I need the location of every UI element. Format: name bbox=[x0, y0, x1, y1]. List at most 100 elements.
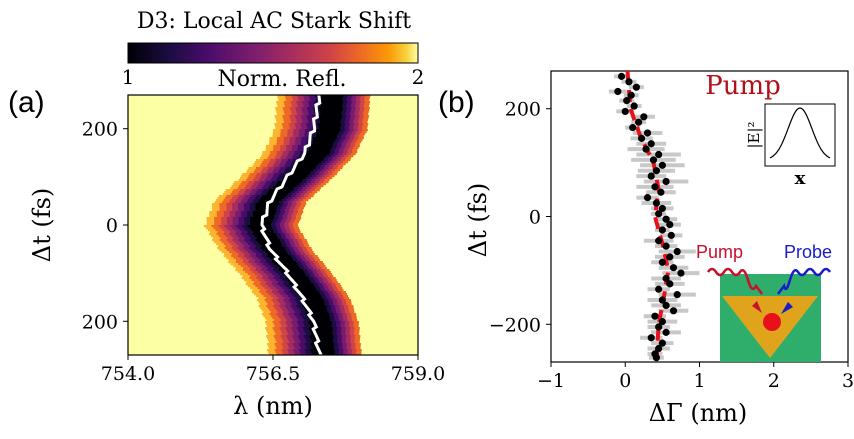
data-point bbox=[662, 301, 670, 310]
data-point bbox=[677, 269, 685, 277]
heatmap-band bbox=[309, 335, 334, 338]
heatmap-band bbox=[317, 123, 342, 126]
heatmap-band bbox=[272, 259, 294, 262]
inset-title: Pump bbox=[705, 71, 781, 101]
heatmap-band bbox=[304, 155, 327, 158]
heatmap-band bbox=[310, 337, 334, 340]
heatmap-band bbox=[289, 171, 311, 174]
heatmap-band bbox=[312, 347, 334, 350]
heatmap-band bbox=[285, 173, 310, 176]
heatmap-band bbox=[284, 175, 308, 178]
heatmap-band bbox=[318, 117, 342, 120]
heatmap-band bbox=[308, 321, 332, 324]
data-point bbox=[647, 334, 655, 342]
heatmap-band bbox=[293, 287, 316, 290]
heatmap-band bbox=[309, 145, 333, 148]
colorbar-label: Norm. Refl. bbox=[217, 67, 346, 92]
x-tick-label: 2 bbox=[768, 370, 780, 392]
colorbar-gradient bbox=[127, 42, 419, 64]
panel-a-ylabel: Δt (fs) bbox=[28, 188, 56, 263]
heatmap-band bbox=[287, 279, 310, 282]
data-point bbox=[643, 194, 652, 202]
heatmap-band bbox=[299, 295, 322, 298]
heatmap-band bbox=[252, 211, 277, 214]
data-point bbox=[652, 167, 661, 175]
data-point bbox=[621, 107, 629, 116]
heatmap-band bbox=[249, 227, 273, 230]
panel-a-label: (a) bbox=[8, 86, 45, 119]
data-point bbox=[655, 150, 663, 159]
data-point bbox=[658, 296, 666, 304]
data-point bbox=[666, 253, 674, 261]
heatmap-band bbox=[316, 133, 339, 136]
inset-gaussian-curve bbox=[769, 107, 831, 159]
heatmap-band bbox=[306, 315, 330, 318]
heatmap-band bbox=[297, 293, 321, 296]
heatmap-band bbox=[267, 253, 288, 256]
heatmap-band bbox=[306, 151, 331, 154]
y-tick-label: −200 bbox=[489, 314, 541, 336]
data-point bbox=[630, 102, 638, 110]
heatmap-band bbox=[310, 343, 334, 346]
data-point bbox=[647, 172, 655, 180]
heatmap-band bbox=[319, 111, 342, 114]
data-point bbox=[662, 242, 670, 250]
data-point bbox=[673, 247, 681, 256]
heatmap-band bbox=[277, 181, 302, 184]
y-tick-label: 0 bbox=[106, 215, 118, 237]
heatmap-band bbox=[278, 269, 303, 272]
heatmap-band bbox=[310, 331, 333, 334]
probe-arrowhead-icon bbox=[781, 302, 793, 314]
heatmap-band bbox=[291, 167, 316, 170]
colorbar-label-backdrop bbox=[192, 64, 372, 94]
data-point bbox=[643, 129, 652, 137]
heatmap-band bbox=[316, 135, 337, 138]
data-point bbox=[651, 183, 659, 191]
heatmap-band bbox=[312, 139, 336, 142]
heatmap-band bbox=[283, 177, 306, 180]
heatmap-band bbox=[306, 311, 328, 314]
heatmap-band bbox=[295, 291, 319, 294]
data-point bbox=[640, 113, 648, 121]
heatmap-band bbox=[260, 247, 285, 250]
data-point bbox=[662, 215, 670, 223]
data-point bbox=[662, 274, 670, 283]
inset: Pump |E|² x bbox=[705, 71, 836, 189]
data-point bbox=[649, 156, 658, 164]
heatmap-band bbox=[318, 115, 343, 118]
schematic-probe-label: Probe bbox=[784, 242, 832, 262]
panel-b-xlabel: ΔΓ (nm) bbox=[649, 399, 748, 427]
data-point bbox=[667, 231, 675, 239]
heatmap-band bbox=[252, 213, 276, 216]
heatmap-band bbox=[321, 99, 343, 102]
heatmap-band bbox=[311, 339, 333, 342]
y-tick-label: 200 bbox=[505, 99, 541, 121]
inset-ylabel: |E|² bbox=[745, 121, 763, 148]
heatmap-band bbox=[316, 131, 340, 134]
fit-line bbox=[625, 71, 671, 362]
data-point bbox=[655, 323, 663, 331]
data-point bbox=[652, 199, 661, 207]
heatmap-band bbox=[311, 345, 334, 348]
data-point bbox=[637, 134, 646, 142]
heatmap-band bbox=[303, 157, 325, 160]
heatmap-band bbox=[320, 121, 341, 124]
data-point bbox=[662, 177, 670, 186]
heatmap-band bbox=[274, 185, 297, 188]
panel-b-ticks: −1 0 1 2 3 200 0 −200 bbox=[489, 99, 854, 392]
data-point bbox=[669, 264, 678, 272]
x-tick-label: 1 bbox=[693, 370, 705, 392]
heatmap-band bbox=[285, 275, 307, 278]
heatmap-band bbox=[267, 255, 291, 258]
heatmap-band bbox=[312, 143, 333, 146]
heatmap-band bbox=[309, 149, 331, 152]
y-tick-label: 200 bbox=[82, 119, 118, 141]
heatmap-band bbox=[302, 301, 325, 304]
heatmap-band bbox=[295, 289, 317, 292]
heatmap-band bbox=[302, 305, 327, 308]
panel-a-xlabel: λ (nm) bbox=[233, 392, 313, 420]
data-point bbox=[658, 317, 666, 326]
colorbar-min-label: 1 bbox=[122, 65, 135, 89]
heatmap-band bbox=[276, 183, 300, 186]
heatmap-band bbox=[303, 307, 327, 310]
